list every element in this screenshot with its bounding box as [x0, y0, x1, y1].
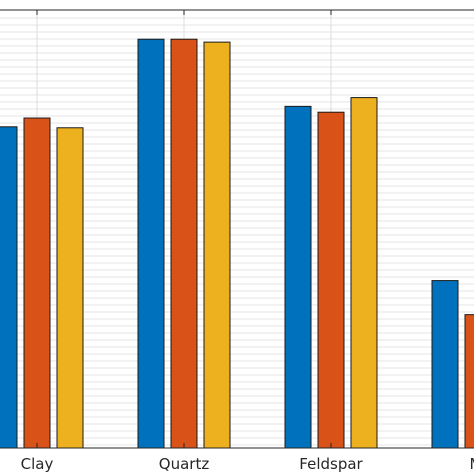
- bar: [464, 314, 474, 449]
- bar: [317, 111, 345, 449]
- bar: [431, 280, 459, 449]
- axes: [0, 9, 474, 449]
- bar-series: [0, 38, 474, 449]
- bar: [203, 41, 231, 449]
- bar: [284, 105, 312, 449]
- x-tick-labels: Clay Quartz Feldspar Mi: [21, 455, 474, 473]
- bar: [56, 127, 84, 449]
- bar: [170, 38, 198, 449]
- bar: [0, 126, 18, 449]
- bar: [23, 117, 51, 449]
- x-tick-label: Quartz: [159, 455, 210, 473]
- x-tick-label: Clay: [21, 455, 54, 473]
- bar: [137, 38, 165, 449]
- bar: [350, 97, 378, 449]
- x-tick-label: Feldspar: [299, 455, 363, 473]
- x-tick-label: Mi: [469, 455, 474, 473]
